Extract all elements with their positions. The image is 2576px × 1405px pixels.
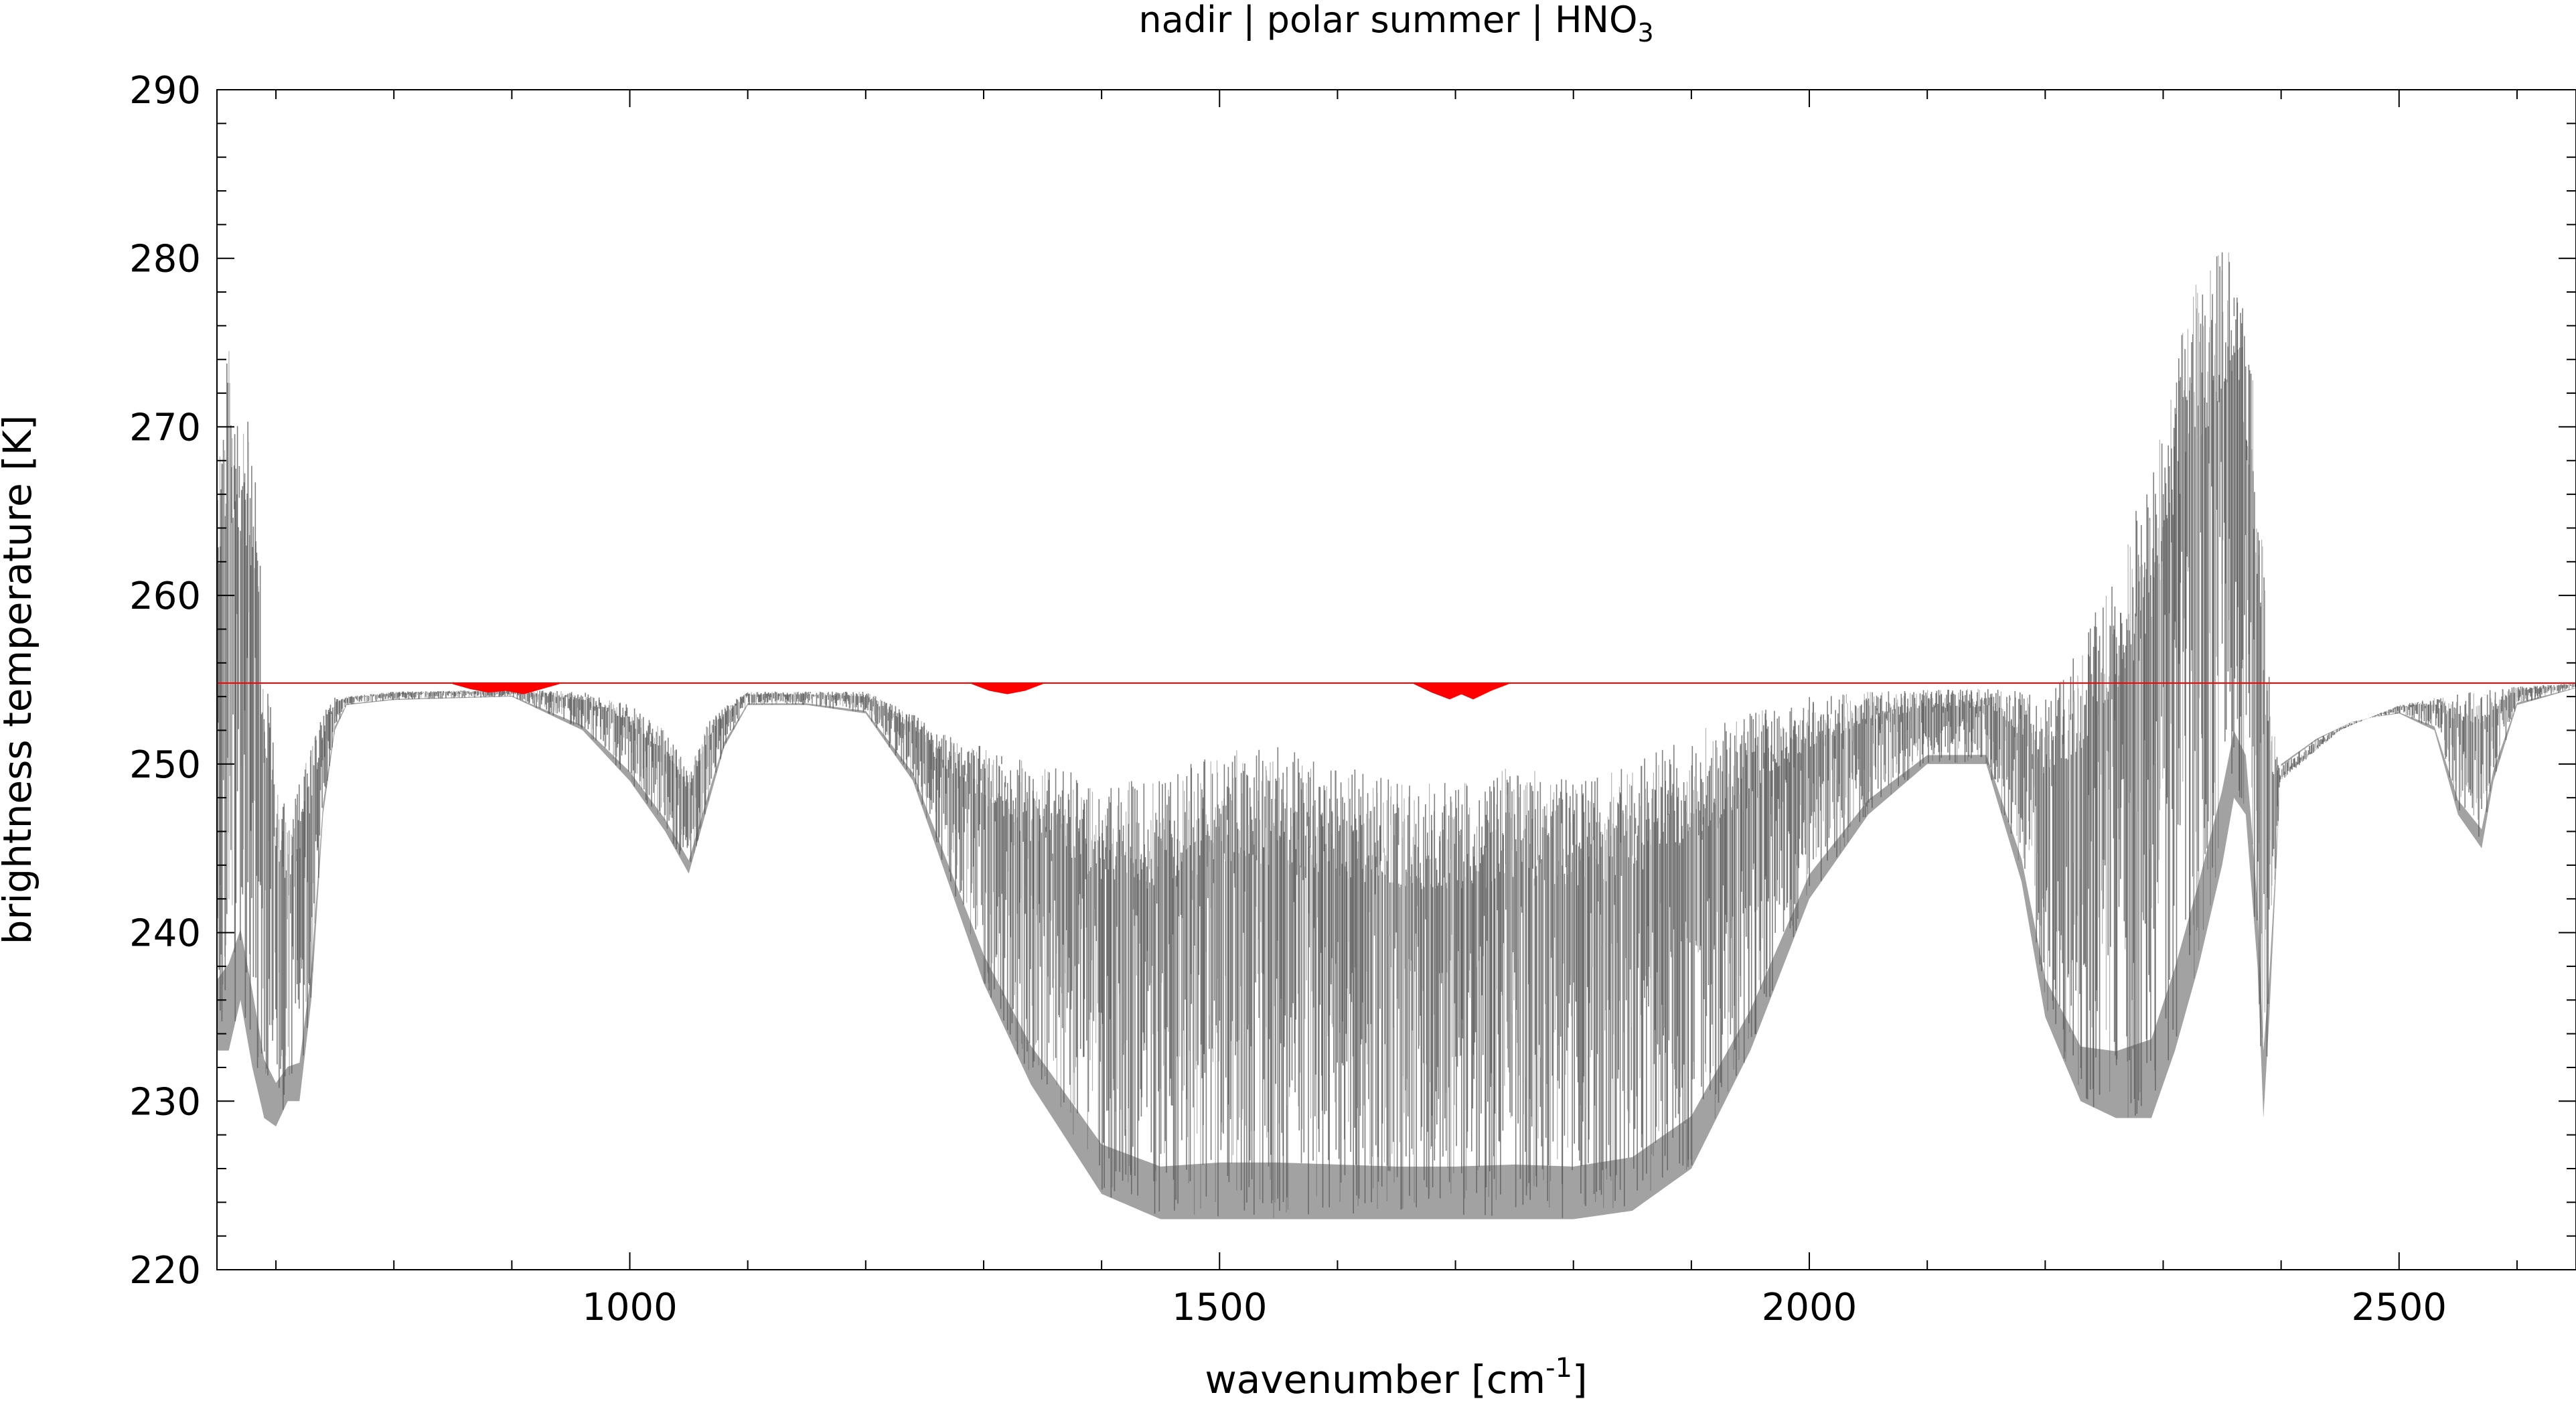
x-tick-label: 1000 bbox=[582, 1286, 678, 1329]
reference-layer bbox=[217, 682, 2576, 700]
y-tick-label: 280 bbox=[129, 238, 201, 281]
y-axis-label-text: brightness temperature [K] bbox=[0, 415, 40, 945]
y-tick-label: 270 bbox=[129, 406, 201, 449]
x-tick-label: 2000 bbox=[1762, 1286, 1858, 1329]
spectrum-layer bbox=[217, 252, 2576, 1219]
x-tick-label: 2500 bbox=[2352, 1286, 2447, 1329]
chart-title-text: nadir | polar summer | HNO bbox=[1138, 0, 1637, 41]
x-tick-label: 1500 bbox=[1172, 1286, 1268, 1329]
chart-title: nadir | polar summer | HNO3 bbox=[1138, 0, 1653, 48]
chart-title-subscript: 3 bbox=[1637, 18, 1653, 48]
y-tick-label: 250 bbox=[129, 743, 201, 787]
x-axis-label-text: wavenumber [cm bbox=[1205, 1357, 1545, 1402]
y-tick-label: 260 bbox=[129, 575, 201, 618]
y-axis: 220 230 240 250 260 270 280 290 bbox=[129, 69, 2576, 1292]
reference-dips bbox=[452, 682, 1509, 700]
x-axis-label-suffix: ] bbox=[1572, 1357, 1588, 1402]
y-axis-label: brightness temperature [K] bbox=[0, 415, 40, 945]
plot-area bbox=[217, 252, 2576, 1219]
x-axis-label: wavenumber [cm-1] bbox=[1205, 1353, 1587, 1402]
y-tick-label: 290 bbox=[129, 69, 201, 113]
y-tick-label: 230 bbox=[129, 1080, 201, 1124]
x-axis-label-superscript: -1 bbox=[1545, 1353, 1572, 1384]
x-axis: 1000 1500 2000 2500 bbox=[275, 90, 2518, 1329]
y-tick-label: 220 bbox=[129, 1249, 201, 1292]
plot-frame bbox=[216, 89, 2576, 1270]
y-tick-label: 240 bbox=[129, 912, 201, 956]
